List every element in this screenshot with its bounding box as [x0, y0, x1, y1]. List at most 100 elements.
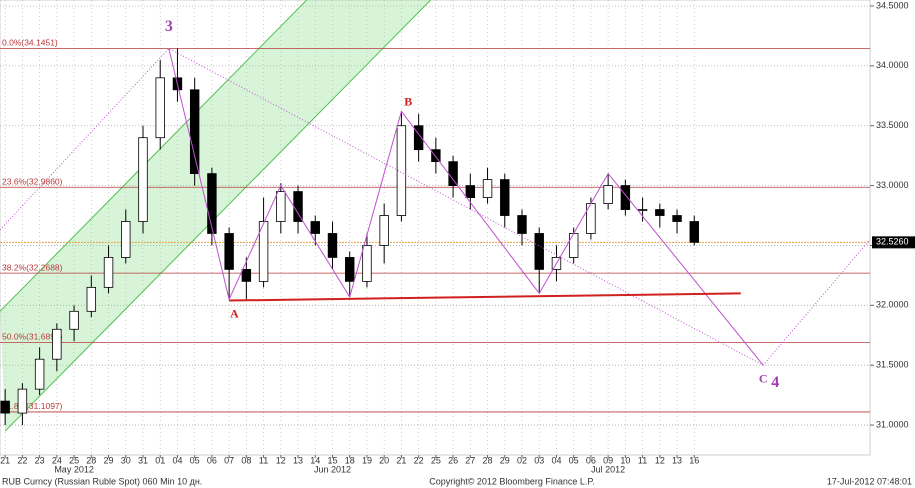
x-tick-label: 12 — [655, 455, 665, 465]
candle-body — [0, 400, 10, 414]
x-tick-label: 12 — [276, 455, 286, 465]
channel-line — [0, 0, 308, 312]
chart-title: RUB Curncy (Russian Ruble Spot) 060 Min … — [2, 476, 202, 486]
month-label: Jun 2012 — [314, 464, 351, 474]
x-tick-label: 05 — [569, 455, 579, 465]
candle-body — [689, 221, 699, 243]
channel-line — [4, 0, 432, 432]
candle-body — [34, 358, 45, 390]
x-tick-label: 11 — [259, 455, 268, 465]
candle-body — [379, 215, 389, 246]
candle-body — [534, 233, 544, 270]
trendline — [0, 47, 871, 366]
x-tick-label: 07 — [224, 455, 234, 465]
candle-body — [52, 328, 62, 360]
x-tick-label: 13 — [293, 455, 303, 465]
y-tick-label: 33.5000 — [876, 120, 909, 130]
y-tick-label: 34.5000 — [876, 0, 909, 10]
x-tick-label: 06 — [586, 455, 596, 465]
x-tick-label: 27 — [465, 455, 475, 465]
trendline — [229, 292, 741, 302]
candle-body — [155, 77, 165, 139]
x-tick-label: 18 — [345, 455, 355, 465]
wave-label: A — [230, 307, 239, 321]
fib-label: 50.0%(31.6896) — [2, 332, 63, 342]
candle-body — [448, 161, 458, 186]
x-tick-label: 06 — [207, 455, 217, 465]
x-tick-label: 04 — [551, 455, 561, 465]
y-tick-label: 31.0000 — [876, 419, 909, 429]
wave-label: B — [404, 95, 412, 109]
candle-body — [224, 233, 234, 270]
wave-label: 4 — [771, 374, 779, 391]
x-tick-label: 23 — [35, 455, 45, 465]
candle-body — [103, 257, 114, 288]
candle-body — [603, 185, 613, 204]
candle-body — [138, 137, 148, 222]
candle-body — [362, 245, 372, 282]
x-tick-label: 11 — [638, 455, 647, 465]
fib-label: 0.0%(34.1451) — [2, 38, 58, 48]
candle-body — [396, 125, 407, 216]
month-label: Jul 2012 — [591, 464, 625, 474]
x-tick-label: 16 — [689, 455, 699, 465]
candle-body — [189, 89, 200, 175]
x-tick-label: 19 — [362, 455, 372, 465]
candle-body — [517, 215, 527, 234]
x-tick-label: 21 — [0, 455, 10, 465]
x-tick-label: 22 — [414, 455, 424, 465]
candle-body — [310, 221, 320, 234]
x-tick-label: 13 — [672, 455, 682, 465]
x-tick-label: 02 — [517, 455, 527, 465]
fib-label: 23.6%(32.9860) — [2, 177, 63, 187]
x-tick-label: 21 — [396, 455, 406, 465]
candle-body — [482, 179, 493, 198]
source: Copyright© 2012 Bloomberg Finance L.P. — [429, 476, 595, 486]
candle-body — [655, 209, 665, 216]
candle-body — [276, 191, 286, 222]
x-tick-label: 29 — [104, 455, 114, 465]
candle-body — [413, 125, 424, 151]
x-tick-label: 28 — [483, 455, 493, 465]
timestamp: 17-Jul-2012 07:48:01 — [827, 476, 912, 486]
fib-label: 38.2%(32.2688) — [2, 262, 63, 272]
month-label: May 2012 — [54, 464, 94, 474]
x-tick-label: 30 — [121, 455, 131, 465]
x-tick-label: 26 — [448, 455, 458, 465]
y-tick-label: 32.0000 — [876, 300, 909, 310]
candle-body — [258, 221, 269, 282]
plot-area — [0, 0, 871, 456]
x-tick-label: 25 — [69, 455, 79, 465]
candle-body — [86, 286, 97, 312]
x-tick-label: 20 — [379, 455, 389, 465]
x-tick-label: 08 — [241, 455, 251, 465]
candle-body — [293, 191, 303, 222]
y-tick-label: 34.0000 — [876, 60, 909, 70]
trendline — [168, 48, 764, 366]
candle-body — [637, 209, 648, 211]
x-tick-label: 25 — [431, 455, 441, 465]
fib-label: 61.8%(31.1097) — [2, 401, 63, 411]
x-tick-label: 03 — [534, 455, 544, 465]
x-tick-label: 10 — [620, 455, 630, 465]
x-tick-label: 15 — [327, 455, 337, 465]
candle-body — [17, 388, 28, 414]
x-tick-label: 14 — [310, 455, 320, 465]
candle-body — [500, 179, 510, 216]
candle-body — [620, 185, 631, 210]
candle-body — [327, 233, 338, 258]
y-tick-label: 31.5000 — [876, 360, 909, 370]
candle-body — [465, 185, 476, 198]
last-price-label: 32.5260 — [876, 237, 909, 247]
candle-body — [241, 269, 252, 282]
wave-label: C — [759, 371, 768, 385]
candle-body — [121, 221, 131, 258]
y-tick-label: 33.0000 — [876, 180, 909, 190]
candle-body — [207, 173, 217, 234]
x-tick-label: 22 — [17, 455, 27, 465]
x-tick-label: 04 — [172, 455, 182, 465]
last-price-box — [872, 236, 915, 249]
wave-label: 3 — [165, 18, 173, 35]
x-tick-label: 31 — [138, 455, 148, 465]
